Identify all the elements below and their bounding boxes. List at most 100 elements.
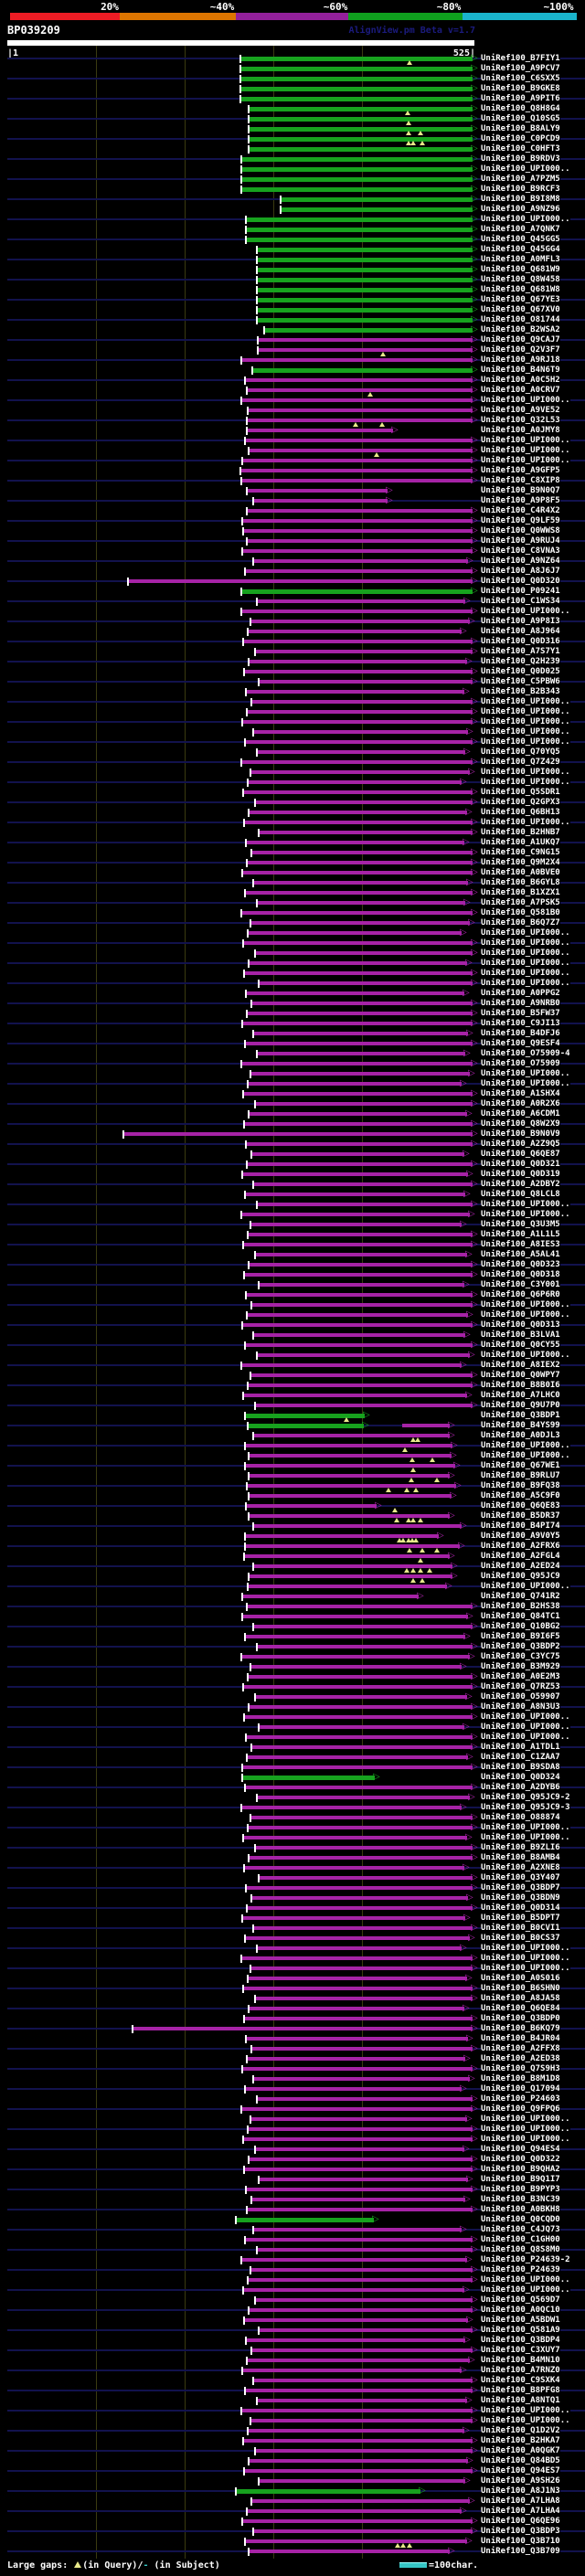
alignment-bar[interactable] bbox=[249, 449, 473, 452]
alignment-bar[interactable] bbox=[241, 398, 473, 402]
alignment-bar[interactable] bbox=[253, 1032, 468, 1035]
alignment-bar[interactable] bbox=[249, 137, 473, 142]
alignment-bar[interactable] bbox=[243, 1394, 467, 1397]
alignment-bar[interactable] bbox=[255, 951, 473, 955]
alignment-bar[interactable] bbox=[245, 1414, 365, 1418]
hit-accession-label[interactable]: UniRef100_Q70YQ5 bbox=[481, 747, 560, 757]
alignment-bar[interactable] bbox=[241, 187, 473, 192]
alignment-bar[interactable] bbox=[257, 268, 473, 272]
alignment-bar[interactable] bbox=[248, 408, 473, 412]
hit-accession-label[interactable]: UniRef100_Q9FPQ6 bbox=[481, 2104, 560, 2114]
hit-accession-label[interactable]: UniRef100_A2Z9Q5 bbox=[481, 1140, 560, 1149]
alignment-bar[interactable] bbox=[257, 1203, 473, 1206]
alignment-bar[interactable] bbox=[255, 1997, 473, 2000]
alignment-bar[interactable] bbox=[244, 2469, 473, 2473]
alignment-bar[interactable] bbox=[247, 1162, 473, 1166]
alignment-bar[interactable] bbox=[251, 1745, 473, 1749]
alignment-bar[interactable] bbox=[253, 559, 468, 563]
alignment-bar[interactable] bbox=[250, 1816, 473, 1819]
hit-accession-label[interactable]: UniRef100_A2DYB6 bbox=[481, 1783, 560, 1792]
hit-accession-label[interactable]: UniRef100_Q3U3M5 bbox=[481, 1220, 560, 1229]
alignment-bar[interactable] bbox=[244, 1715, 473, 1719]
hit-accession-label[interactable]: UniRef100_A0R2X6 bbox=[481, 1099, 560, 1108]
hit-accession-label[interactable]: UniRef100_C5PBW6 bbox=[481, 677, 560, 686]
hit-accession-label[interactable]: UniRef100_B3M929 bbox=[481, 1662, 560, 1671]
alignment-bar[interactable] bbox=[241, 2258, 467, 2262]
alignment-bar[interactable] bbox=[259, 831, 473, 834]
hit-accession-label[interactable]: UniRef100_C3XUY7 bbox=[481, 2346, 560, 2355]
hit-accession-label[interactable]: UniRef100_Q3Y407 bbox=[481, 1873, 560, 1882]
alignment-bar[interactable] bbox=[247, 710, 473, 714]
hit-accession-label[interactable]: UniRef100_A9V0Y5 bbox=[481, 1532, 560, 1541]
alignment-bar[interactable] bbox=[246, 228, 473, 232]
alignment-bar[interactable] bbox=[245, 1534, 439, 1538]
alignment-bar[interactable] bbox=[250, 2419, 473, 2422]
hit-accession-label[interactable]: UniRef100_A9PCV7 bbox=[481, 64, 560, 73]
alignment-bar[interactable] bbox=[245, 2539, 467, 2543]
hit-accession-label[interactable]: UniRef100_Q6QE84 bbox=[481, 2004, 560, 2013]
hit-accession-label[interactable]: UniRef100_Q0D316 bbox=[481, 637, 560, 646]
hit-accession-label[interactable]: UniRef100_Q0D320 bbox=[481, 577, 560, 586]
hit-accession-label[interactable]: UniRef100_B9I6F5 bbox=[481, 1632, 560, 1641]
alignment-bar[interactable] bbox=[242, 1022, 473, 1025]
alignment-bar[interactable] bbox=[241, 1213, 470, 1216]
hit-accession-label[interactable]: UniRef100_UPI000.. bbox=[481, 1823, 570, 1832]
alignment-bar[interactable] bbox=[243, 1243, 473, 1246]
hit-accession-label[interactable]: UniRef100_Q581B0 bbox=[481, 908, 560, 917]
hit-accession-label[interactable]: UniRef100_Q10BG2 bbox=[481, 1622, 560, 1631]
hit-accession-label[interactable]: UniRef100_UPI000.. bbox=[481, 959, 570, 968]
hit-accession-label[interactable]: UniRef100_A5C9F0 bbox=[481, 1491, 560, 1500]
alignment-bar[interactable] bbox=[252, 368, 473, 373]
hit-accession-label[interactable]: UniRef100_UPI000.. bbox=[481, 456, 570, 465]
hit-accession-label[interactable]: UniRef100_A8IEX2 bbox=[481, 1361, 560, 1370]
alignment-bar[interactable] bbox=[245, 2087, 462, 2091]
alignment-bar[interactable] bbox=[246, 1735, 473, 1739]
alignment-bar[interactable] bbox=[249, 1705, 473, 1709]
hit-accession-label[interactable]: UniRef100_A9VE52 bbox=[481, 406, 560, 415]
hit-accession-label[interactable]: UniRef100_B1XZX1 bbox=[481, 888, 560, 897]
alignment-bar[interactable] bbox=[253, 1524, 462, 1528]
alignment-bar[interactable] bbox=[253, 1564, 452, 1568]
alignment-bar[interactable] bbox=[251, 1303, 473, 1307]
alignment-bar[interactable] bbox=[250, 1373, 473, 1377]
hit-accession-label[interactable]: UniRef100_B2HNB7 bbox=[481, 828, 560, 837]
hit-accession-label[interactable]: UniRef100_A9NZ64 bbox=[481, 557, 560, 566]
hit-accession-label[interactable]: UniRef100_UPI000.. bbox=[481, 1964, 570, 1973]
hit-accession-label[interactable]: UniRef100_Q0D323 bbox=[481, 1260, 560, 1269]
alignment-bar[interactable] bbox=[251, 2047, 473, 2051]
alignment-bar[interactable] bbox=[253, 1434, 450, 1437]
hit-accession-label[interactable]: UniRef100_B9N0Q7 bbox=[481, 486, 560, 495]
alignment-bar[interactable] bbox=[257, 1946, 462, 1950]
alignment-bar[interactable] bbox=[236, 2489, 420, 2494]
alignment-bar[interactable] bbox=[242, 720, 473, 724]
alignment-bar[interactable] bbox=[243, 941, 473, 945]
hit-accession-label[interactable]: UniRef100_B4MN10 bbox=[481, 2356, 560, 2365]
alignment-bar[interactable] bbox=[242, 2369, 462, 2372]
hit-accession-label[interactable]: UniRef100_C6SXX5 bbox=[481, 74, 560, 83]
hit-accession-label[interactable]: UniRef100_B8ALY9 bbox=[481, 124, 560, 133]
alignment-bar[interactable] bbox=[250, 770, 470, 774]
hit-accession-label[interactable]: UniRef100_A0CRV7 bbox=[481, 386, 560, 395]
hit-accession-label[interactable]: UniRef100_UPI000.. bbox=[481, 697, 570, 706]
alignment-bar[interactable] bbox=[247, 1484, 456, 1488]
alignment-bar[interactable] bbox=[249, 1112, 467, 1116]
hit-accession-label[interactable]: UniRef100_B6Q7Z7 bbox=[481, 918, 560, 928]
hit-accession-label[interactable]: UniRef100_B6SHN0 bbox=[481, 1984, 560, 1993]
alignment-bar[interactable] bbox=[249, 1263, 473, 1267]
alignment-bar[interactable] bbox=[259, 1876, 473, 1880]
alignment-bar[interactable] bbox=[245, 1635, 465, 1638]
hit-accession-label[interactable]: UniRef100_B9FQ38 bbox=[481, 1481, 560, 1490]
hit-accession-label[interactable]: UniRef100_A2FGL4 bbox=[481, 1552, 560, 1561]
hit-accession-label[interactable]: UniRef100_Q95JC9-2 bbox=[481, 1793, 570, 1802]
alignment-bar[interactable] bbox=[246, 991, 464, 995]
hit-accession-label[interactable]: UniRef100_B2B343 bbox=[481, 687, 560, 696]
hit-accession-label[interactable]: UniRef100_Q9M2X4 bbox=[481, 858, 560, 867]
hit-accession-label[interactable]: UniRef100_C8VNA3 bbox=[481, 546, 560, 556]
hit-accession-label[interactable]: UniRef100_UPI000.. bbox=[481, 1200, 570, 1209]
alignment-bar[interactable] bbox=[248, 1977, 467, 1980]
alignment-bar[interactable] bbox=[257, 278, 473, 282]
hit-accession-label[interactable]: UniRef100_UPI000.. bbox=[481, 928, 570, 938]
hit-accession-label[interactable]: UniRef100_A9P8F5 bbox=[481, 496, 560, 505]
alignment-bar[interactable] bbox=[255, 1846, 473, 1850]
alignment-bar[interactable] bbox=[241, 2409, 473, 2412]
